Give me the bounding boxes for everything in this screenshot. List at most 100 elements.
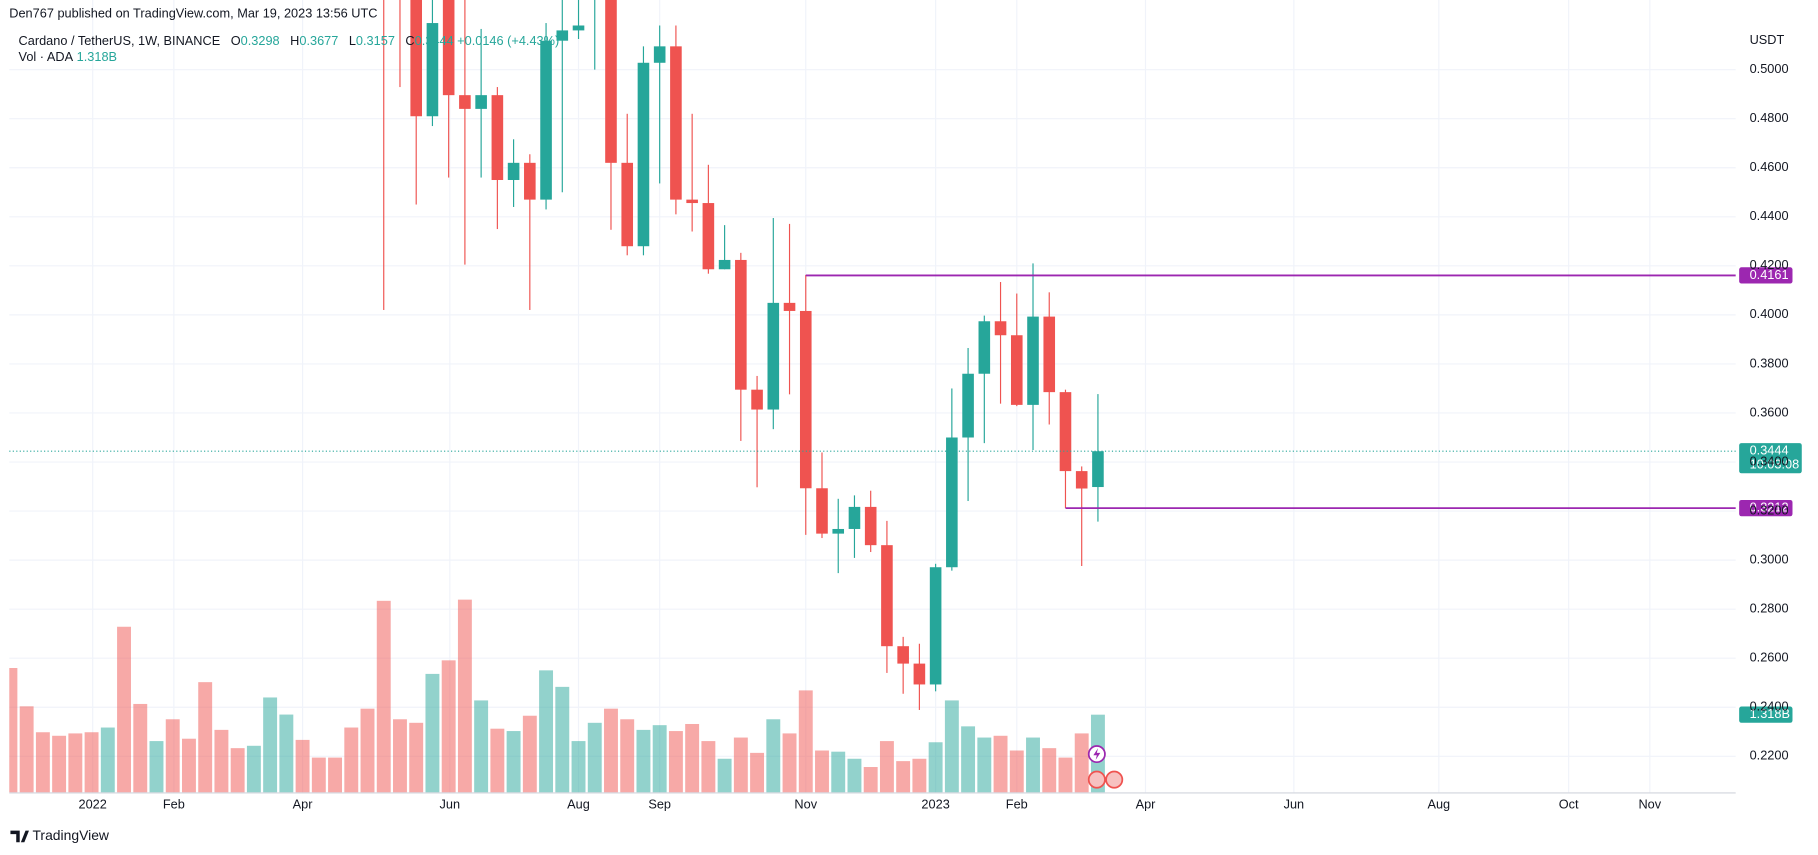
volume-bar (620, 719, 635, 793)
candle-body (556, 30, 569, 41)
candle-wick (594, 0, 596, 70)
volume-bar (198, 682, 213, 793)
volume-bar (539, 670, 554, 793)
level-label: 0.4161 (1750, 267, 1789, 282)
low-value: 0.3157 (356, 33, 395, 48)
candle-wick (577, 0, 580, 39)
volume-bar (717, 758, 732, 793)
candle-body (572, 25, 585, 31)
volume-bar (344, 727, 359, 793)
volume-bar (652, 725, 667, 793)
candle-wick (464, 0, 466, 265)
volume-bar (279, 714, 294, 793)
volume-bar (165, 719, 180, 793)
candle-wick (756, 375, 758, 488)
x-tick-label: Nov (1638, 796, 1661, 811)
candle-body (507, 162, 520, 181)
volume-bar (636, 729, 651, 793)
candle-wick (529, 154, 531, 310)
x-tick-label: Feb (163, 796, 185, 811)
symbol: Cardano / TetherUS, 1W, BINANCE (19, 33, 221, 48)
x-tick-label: Apr (1136, 796, 1157, 811)
volume-bar (928, 742, 943, 793)
flag-icon (1087, 770, 1106, 789)
volume-title: Vol · ADA (19, 49, 74, 64)
header: Den767 published on TradingView.com, Mar… (9, 5, 377, 20)
last-price-badge (1739, 443, 1802, 474)
volume-bar (1009, 750, 1024, 793)
volume-bar (1042, 748, 1057, 793)
candle-body (605, 0, 617, 163)
candle-body (962, 373, 974, 438)
volume-bar (246, 745, 261, 793)
volume-bar (19, 706, 34, 793)
candle-body (864, 506, 877, 546)
volume-bar (879, 741, 894, 793)
candle-body (767, 302, 780, 410)
candle-body (621, 162, 634, 247)
candle-wick (561, 0, 563, 193)
candle-body (670, 46, 682, 200)
volume-bar (522, 715, 537, 793)
y-tick-label: 0.4400 (1750, 208, 1789, 223)
candle-body (1059, 392, 1072, 472)
volume-bar (182, 738, 196, 793)
volume-bar (117, 626, 131, 793)
x-tick-label: 2022 (79, 796, 107, 811)
candle-body (426, 23, 439, 117)
volume-bar (360, 708, 375, 793)
candle-body (735, 259, 747, 390)
volume-bar (9, 668, 18, 793)
volume-bar (376, 600, 391, 793)
volume-bar (457, 599, 472, 793)
volume-bar (214, 729, 229, 793)
candle-body (686, 199, 698, 204)
y-tick-label: 0.4600 (1750, 159, 1789, 174)
candle-body (783, 302, 796, 311)
volume-bar (587, 722, 602, 793)
volume-bar (604, 708, 618, 793)
candle-body (816, 488, 828, 534)
volume-bar (944, 700, 959, 793)
x-tick-label: Apr (293, 796, 314, 811)
x-tick-label: Sep (648, 796, 671, 811)
volume-bar (84, 732, 99, 793)
volume-bar (1026, 737, 1040, 793)
candle-body (1010, 335, 1023, 405)
candle-pane (383, 0, 1104, 710)
volume-bar (863, 767, 878, 793)
volume-value: 1.318B (77, 49, 117, 64)
volume-bar (571, 741, 586, 793)
candle-body (1027, 316, 1039, 405)
level-badge (1739, 267, 1793, 284)
legend: Cardano / TetherUS, 1W, BINANCE O0.3298 … (19, 33, 560, 48)
volume-badge (1739, 706, 1793, 723)
volume-bar (766, 719, 781, 793)
candle-body (799, 310, 812, 489)
ohlc-letter: H (290, 33, 299, 48)
volume-bar (912, 758, 927, 793)
volume-bar (441, 660, 456, 793)
candle-wick (902, 636, 904, 694)
volume-bar (977, 737, 992, 793)
volume-bar (506, 731, 521, 793)
candle-body (1092, 451, 1104, 488)
open-value: 0.3298 (241, 33, 280, 48)
candle-wick (659, 25, 661, 184)
high-value: 0.3677 (299, 33, 338, 48)
y-tick-label: 0.2800 (1750, 601, 1789, 616)
candle-body (978, 321, 991, 374)
candle-body (718, 259, 731, 270)
candle-body (897, 646, 909, 664)
candle-body (848, 506, 861, 529)
candle-wick (383, 0, 385, 310)
candle-body (913, 663, 926, 685)
volume-bar (847, 758, 862, 793)
candle-body (946, 437, 958, 568)
y-tick-label: 0.4000 (1750, 306, 1789, 321)
flag-icon (1105, 770, 1124, 789)
volume-bar (52, 735, 67, 793)
y-tick-label: 0.3800 (1750, 355, 1789, 370)
